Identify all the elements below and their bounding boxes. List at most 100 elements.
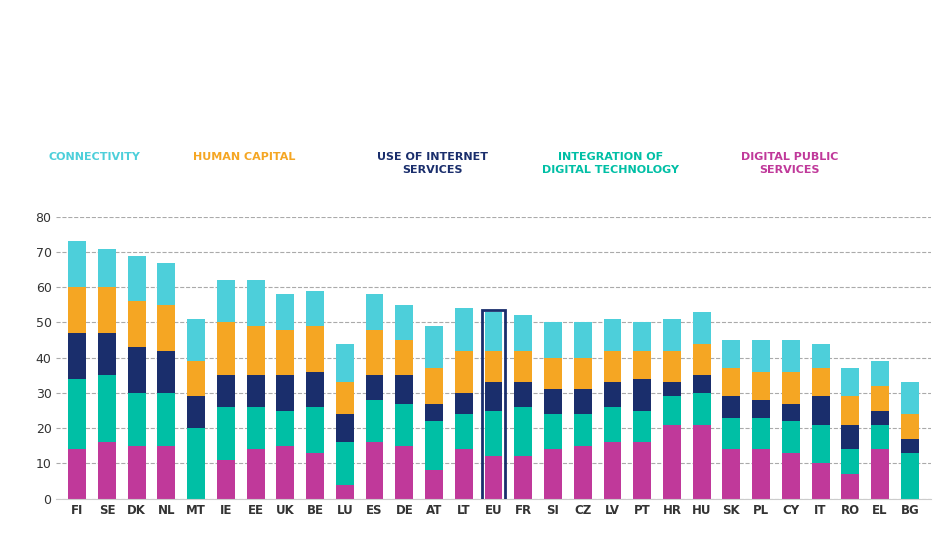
Bar xyxy=(276,375,294,411)
Bar xyxy=(455,393,473,414)
Bar xyxy=(366,330,384,375)
Bar xyxy=(306,407,324,453)
Bar xyxy=(573,322,591,358)
Bar xyxy=(514,456,532,499)
Bar xyxy=(217,407,235,460)
Bar xyxy=(306,326,324,372)
Bar xyxy=(514,351,532,383)
Bar xyxy=(573,414,591,446)
Bar xyxy=(752,372,770,400)
Bar xyxy=(693,393,711,425)
Bar xyxy=(573,446,591,499)
Bar xyxy=(871,411,889,425)
Bar xyxy=(634,411,651,442)
Bar xyxy=(544,358,562,389)
Bar xyxy=(336,485,353,499)
Text: INTEGRATION OF
DIGITAL TECHNOLOGY: INTEGRATION OF DIGITAL TECHNOLOGY xyxy=(542,152,680,175)
Bar xyxy=(396,375,414,403)
Bar xyxy=(485,383,502,411)
Bar xyxy=(366,442,384,499)
Bar xyxy=(276,330,294,375)
Bar xyxy=(693,312,711,344)
Bar xyxy=(246,376,264,407)
Bar xyxy=(158,393,176,446)
Text: CONNECTIVITY: CONNECTIVITY xyxy=(48,152,140,162)
Bar xyxy=(752,340,770,372)
Bar xyxy=(603,442,621,499)
Bar xyxy=(901,383,918,414)
Bar xyxy=(366,375,384,400)
Bar xyxy=(158,263,176,305)
Bar xyxy=(425,421,443,470)
Bar xyxy=(455,414,473,449)
Bar xyxy=(782,340,800,372)
Bar xyxy=(782,372,800,403)
Bar xyxy=(396,305,414,340)
Bar xyxy=(485,351,502,383)
Bar xyxy=(514,407,532,456)
Bar xyxy=(723,449,741,499)
Bar xyxy=(693,375,711,393)
Bar xyxy=(544,322,562,358)
Bar xyxy=(663,319,681,351)
Bar xyxy=(841,449,859,474)
Bar xyxy=(217,280,235,322)
Bar xyxy=(425,470,443,499)
Bar xyxy=(723,369,741,397)
Bar xyxy=(901,414,918,439)
Bar xyxy=(425,403,443,421)
Bar xyxy=(128,256,146,301)
Bar xyxy=(396,340,414,375)
Bar xyxy=(871,361,889,386)
Bar xyxy=(336,414,353,442)
Bar xyxy=(485,312,502,351)
Bar xyxy=(782,421,800,453)
Bar xyxy=(603,383,621,407)
Bar xyxy=(871,449,889,499)
Bar xyxy=(128,393,146,446)
Bar xyxy=(336,344,353,383)
Text: USE OF INTERNET
SERVICES: USE OF INTERNET SERVICES xyxy=(377,152,488,175)
Bar xyxy=(366,294,384,330)
Bar xyxy=(841,369,859,397)
Bar xyxy=(217,322,235,375)
Bar xyxy=(841,425,859,449)
Bar xyxy=(336,383,353,414)
Bar xyxy=(634,322,651,351)
Bar xyxy=(514,315,532,351)
Bar xyxy=(811,369,829,397)
Bar xyxy=(811,463,829,499)
Bar xyxy=(901,453,918,499)
Bar xyxy=(246,280,264,326)
Bar xyxy=(544,389,562,414)
Bar xyxy=(187,397,205,428)
Bar xyxy=(187,362,205,397)
Bar xyxy=(841,474,859,499)
Bar xyxy=(128,347,146,393)
Bar xyxy=(246,407,264,449)
Bar xyxy=(306,453,324,499)
Bar xyxy=(158,446,176,499)
Bar xyxy=(603,351,621,383)
Bar xyxy=(811,425,829,463)
Bar xyxy=(246,326,264,375)
Bar xyxy=(276,294,294,330)
Bar xyxy=(69,379,86,449)
Bar xyxy=(693,425,711,499)
Bar xyxy=(158,305,176,351)
Bar xyxy=(128,301,146,347)
Bar xyxy=(396,403,414,446)
Bar xyxy=(663,397,681,425)
Text: HUMAN CAPITAL: HUMAN CAPITAL xyxy=(194,152,295,162)
Bar xyxy=(98,375,116,442)
Bar xyxy=(871,386,889,411)
Bar xyxy=(128,446,146,499)
Bar xyxy=(69,242,86,287)
Bar xyxy=(336,442,353,485)
Bar xyxy=(455,449,473,499)
Bar xyxy=(634,379,651,411)
Bar xyxy=(396,446,414,499)
Bar xyxy=(485,456,502,499)
Bar xyxy=(276,411,294,446)
Bar xyxy=(663,425,681,499)
